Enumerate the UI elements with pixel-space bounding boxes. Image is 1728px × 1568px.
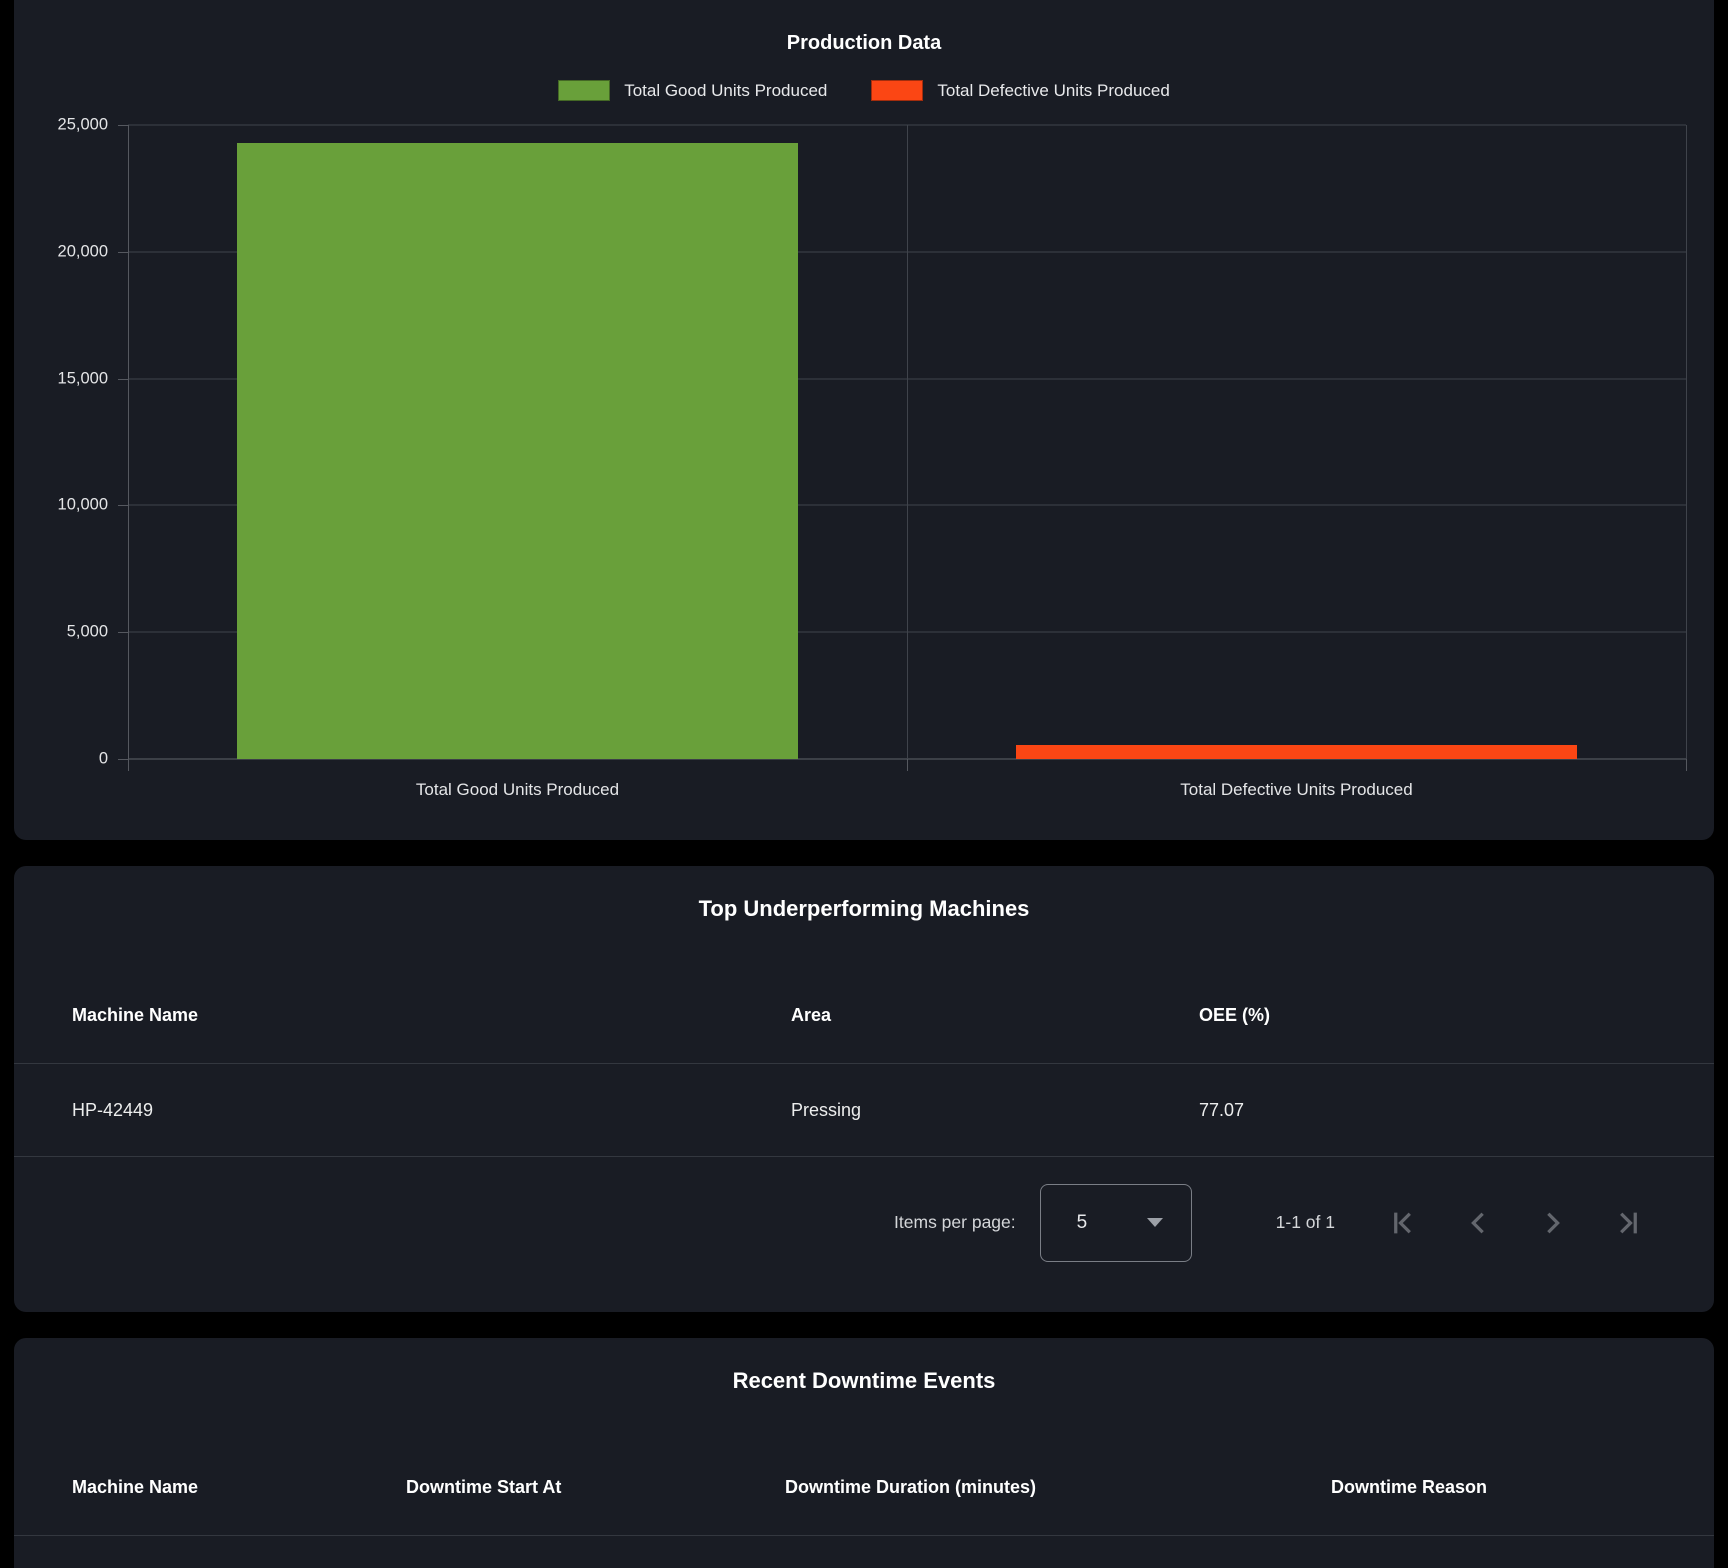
underperforming-machines-title: Top Underperforming Machines: [698, 896, 1030, 921]
paginator-nav: [1379, 1199, 1652, 1247]
legend-label: Total Defective Units Produced: [937, 80, 1170, 100]
y-axis-tick: [118, 378, 128, 380]
y-axis-tick-label: 15,000: [57, 369, 108, 388]
page-range-label: 1-1 of 1: [1275, 1212, 1335, 1232]
previous-page-button[interactable]: [1454, 1199, 1502, 1247]
recent-downtime-events-table: Machine Name Downtime Start At Downtime Du…: [14, 1439, 1714, 1536]
table-header-row: Machine Name Area OEE (%): [14, 967, 1714, 1064]
table-cell: 77.07: [1199, 1099, 1245, 1120]
y-axis-tick-label: 0: [98, 749, 108, 768]
page-size-select[interactable]: 5: [1039, 1183, 1192, 1262]
y-axis-tick-label: 20,000: [57, 242, 108, 261]
chart-legend: Total Good Units Produced Total Defective…: [14, 80, 1714, 101]
bar-good-units: [237, 143, 798, 759]
underperforming-machines-table: Machine Name Area OEE (%) HP-42449 Pressing 7…: [14, 967, 1714, 1157]
x-axis-tick: [128, 759, 129, 771]
table-cell: HP-42449: [72, 1099, 154, 1120]
x-axis-category-label: Total Good Units Produced: [415, 780, 620, 799]
x-axis-tick: [1686, 759, 1687, 771]
table-row: HP-42449 Pressing 77.07: [14, 1064, 1714, 1157]
paginator: Items per page: 5 1-1 of 1: [14, 1157, 1714, 1288]
chart-title: Production Data: [786, 32, 942, 54]
select-caret-icon: [1146, 1218, 1163, 1227]
last-page-button[interactable]: [1604, 1199, 1652, 1247]
underperforming-machines-card: Top Underperforming Machines Machine Nam…: [14, 866, 1714, 1312]
first-page-button[interactable]: [1379, 1199, 1427, 1247]
column-header: Downtime Reason: [1331, 1476, 1488, 1497]
legend-swatch: [558, 80, 611, 101]
legend-item[interactable]: Total Good Units Produced: [558, 80, 827, 101]
x-axis-tick: [907, 759, 908, 771]
y-axis-tick-label: 10,000: [57, 495, 108, 514]
y-axis-tick: [118, 251, 128, 253]
table-header-row: Machine Name Downtime Start At Downtime Du…: [14, 1439, 1714, 1536]
bar-defective-units: [1016, 745, 1577, 759]
next-page-button[interactable]: [1529, 1199, 1577, 1247]
y-axis-tick: [118, 125, 128, 126]
column-header: Area: [791, 1004, 832, 1025]
column-header: Downtime Start At: [406, 1476, 562, 1497]
gridline-vertical: [907, 125, 908, 759]
recent-downtime-events-card: Recent Downtime Events Machine Name Downt…: [14, 1338, 1714, 1568]
x-axis-category-label: Total Defective Units Produced: [1180, 780, 1413, 799]
gridline-vertical: [1686, 125, 1687, 759]
column-header: Machine Name: [72, 1476, 199, 1497]
column-header: OEE (%): [1199, 1004, 1271, 1025]
gridline-vertical: [128, 125, 129, 759]
last-page-icon: [1620, 1212, 1637, 1233]
column-header: Downtime Duration (minutes): [785, 1476, 1036, 1497]
table-cell: Pressing: [791, 1099, 862, 1120]
column-header: Machine Name: [72, 1004, 199, 1025]
legend-label: Total Good Units Produced: [624, 80, 828, 100]
y-axis-tick-label: 25,000: [57, 115, 108, 134]
production-chart-card: Production Data Total Good Units Produce…: [14, 0, 1714, 840]
plot-area: 0 5,000 10,000 15,000 20,000 25,000 Total Good…: [58, 116, 1687, 799]
first-page-icon: [1394, 1212, 1411, 1233]
y-axis-tick: [118, 759, 128, 760]
chevron-left-icon: [1471, 1212, 1484, 1233]
y-axis-tick: [118, 505, 128, 507]
y-axis-tick-label: 5,000: [66, 622, 108, 641]
chevron-right-icon: [1547, 1212, 1560, 1233]
legend-swatch: [871, 80, 924, 101]
legend-item[interactable]: Total Defective Units Produced: [871, 80, 1170, 101]
page-size-value: 5: [1076, 1211, 1088, 1233]
y-axis-tick: [118, 632, 128, 634]
items-per-page-label: Items per page:: [894, 1212, 1016, 1232]
recent-downtime-events-title: Recent Downtime Events: [732, 1368, 996, 1393]
